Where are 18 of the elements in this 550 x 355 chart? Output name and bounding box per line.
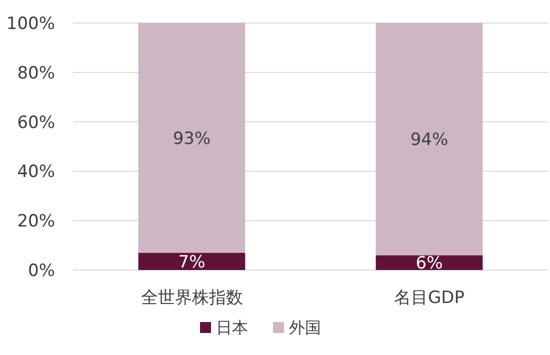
y-tick-label: 20% (17, 212, 55, 232)
y-tick-label: 0% (28, 261, 55, 281)
data-label: 7% (178, 252, 206, 272)
x-tick-label: 全世界株指数 (140, 288, 243, 308)
legend-label: 外国 (289, 318, 321, 337)
y-tick-label: 80% (17, 63, 55, 84)
y-tick-label: 40% (17, 162, 55, 182)
data-label: 6% (416, 254, 443, 274)
bar (376, 23, 483, 256)
bar (138, 252, 246, 270)
data-label: 94% (410, 130, 448, 150)
y-tick-label: 100% (6, 14, 55, 34)
bar (376, 255, 483, 270)
y-tick-label: 60% (17, 112, 55, 133)
legend-label: 日本 (216, 318, 248, 337)
data-label: 93% (172, 128, 211, 149)
x-tick-label: 名目GDP (394, 288, 465, 308)
bar (138, 23, 246, 253)
